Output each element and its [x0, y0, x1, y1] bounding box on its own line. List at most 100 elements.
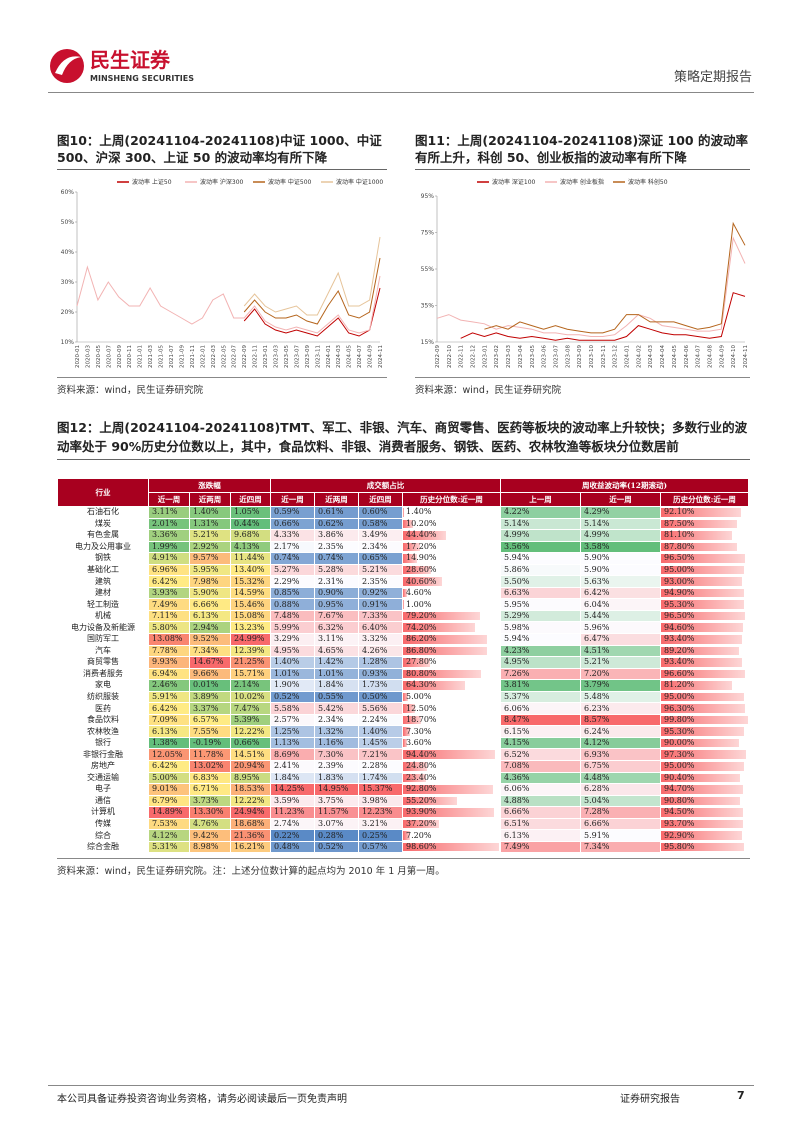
cell-text: 87.50%: [664, 518, 695, 528]
value-cell: 6.42%: [148, 702, 190, 715]
cell-text: 0.66%: [274, 518, 300, 528]
data-bar: [403, 738, 407, 748]
x-tick-label: 2021-09: [179, 345, 185, 368]
table-row: 农林牧渔 6.13% 7.55% 12.22% 1.25% 1.32% 1.40% 7.30%…: [57, 725, 750, 738]
cell-text: 5.94%: [504, 634, 530, 644]
value-cell: 0.60%: [358, 506, 404, 519]
value-cell: 7.53%: [148, 817, 190, 831]
cell-text: 3.32%: [362, 634, 388, 644]
cell-text: 96.50%: [664, 611, 695, 621]
cell-text: 55.20%: [406, 795, 437, 805]
industry-cell: 煤炭: [57, 517, 149, 531]
value-cell: 87.80%: [660, 540, 750, 554]
cell-text: 3.21%: [362, 819, 388, 829]
cell-text: 8.95%: [234, 772, 260, 782]
industry-cell: 建材: [57, 586, 149, 600]
cell-text: 4.88%: [504, 795, 530, 805]
figure-title: 图10：上周(20241104-20241108)中证 1000、中证 500、…: [57, 132, 387, 170]
cell-text: 94.50%: [664, 807, 695, 817]
cell-text: 12.50%: [406, 703, 437, 713]
cell-text: 12.05%: [152, 749, 183, 759]
value-cell: 7.49%: [500, 840, 582, 854]
cell-text: 4.29%: [584, 507, 610, 517]
value-cell: 90.00%: [660, 736, 750, 750]
value-cell: 1.42%: [314, 656, 360, 669]
value-cell: 5.90%: [580, 552, 662, 565]
x-tick-label: 2023-11: [601, 345, 607, 368]
x-tick-label: 2024-03: [336, 345, 342, 368]
cell-text: 1.01%: [318, 668, 344, 678]
cell-text: 7.20%: [584, 668, 610, 678]
cell-text: 0.58%: [362, 518, 388, 528]
value-cell: 6.66%: [189, 598, 231, 611]
value-cell: 15.37%: [358, 783, 404, 796]
value-cell: 2.01%: [148, 517, 190, 531]
cell-text: 5.58%: [274, 703, 300, 713]
value-cell: 5.96%: [580, 621, 662, 634]
cell-text: 5.37%: [504, 692, 530, 702]
value-cell: 96.50%: [660, 609, 750, 623]
source: 资料来源：wind，民生证券研究院: [415, 377, 750, 396]
value-cell: 86.80%: [402, 644, 502, 658]
value-cell: 3.60%: [402, 736, 502, 750]
value-cell: 37.20%: [402, 817, 502, 831]
legend-label: 波动率 中证1000: [336, 178, 383, 186]
value-cell: 28.60%: [402, 563, 502, 577]
x-tick-label: 2023-01: [482, 345, 488, 368]
value-cell: 6.71%: [189, 783, 231, 796]
cell-text: 3.37%: [193, 703, 219, 713]
industry-cell: 食品饮料: [57, 713, 149, 727]
value-cell: 3.49%: [358, 529, 404, 542]
cell-text: 8.57%: [584, 715, 610, 725]
value-cell: 86.20%: [402, 633, 502, 646]
series-line: [436, 236, 746, 337]
cell-text: 9.93%: [152, 657, 178, 667]
legend-label: 波动率 沪深300: [200, 178, 244, 186]
value-cell: 5.29%: [500, 609, 582, 623]
cell-text: 6.42%: [152, 703, 178, 713]
cell-text: 6.47%: [584, 634, 610, 644]
cell-text: 7.21%: [362, 749, 388, 759]
value-cell: 2.31%: [314, 575, 360, 588]
cell-text: 7.11%: [152, 611, 178, 621]
value-cell: 17.20%: [402, 540, 502, 554]
table-row: 钢铁 4.91% 9.57% 11.44% 0.74% 0.74% 0.65% 14.90% 5…: [57, 552, 750, 565]
value-cell: 11.57%: [314, 806, 360, 819]
value-cell: 1.01%: [314, 667, 360, 681]
cell-text: 6.23%: [584, 703, 610, 713]
data-bar: [661, 692, 744, 702]
data-bar: [661, 819, 743, 829]
x-tick-label: 2024-11: [743, 345, 749, 368]
column-header: 历史分位数:近一周: [402, 492, 502, 507]
data-bar: [661, 773, 740, 783]
column-header: 历史分位数:近一周: [660, 492, 750, 507]
cell-text: 15.46%: [234, 599, 265, 609]
value-cell: 96.30%: [660, 702, 750, 715]
cell-text: 90.40%: [664, 772, 695, 782]
column-header: 近两周: [189, 492, 231, 507]
data-bar: [661, 727, 744, 736]
value-cell: 4.12%: [148, 829, 190, 842]
cell-text: 0.85%: [274, 588, 300, 598]
value-cell: 7.47%: [229, 702, 272, 715]
cell-text: 3.75%: [318, 795, 344, 805]
value-cell: 13.08%: [148, 633, 190, 646]
x-tick-label: 2023-11: [315, 345, 321, 368]
value-cell: 0.52%: [270, 690, 316, 704]
x-tick-label: 2024-03: [648, 345, 654, 368]
value-cell: 5.98%: [500, 621, 582, 634]
brand-en: MINSHENG SECURITIES: [90, 74, 194, 83]
value-cell: 0.22%: [270, 829, 316, 842]
x-tick-label: 2021-05: [159, 345, 165, 368]
cell-text: 2.28%: [362, 761, 388, 771]
x-tick-label: 2023-04: [518, 345, 524, 368]
value-cell: 0.61%: [314, 506, 360, 519]
cell-text: 2.17%: [274, 541, 300, 551]
data-bar: [661, 669, 746, 679]
cell-text: 6.94%: [152, 668, 178, 678]
cell-text: 3.07%: [318, 819, 344, 829]
value-cell: 2.34%: [314, 713, 360, 727]
value-cell: 12.22%: [229, 725, 272, 738]
value-cell: 7.28%: [580, 806, 662, 819]
cell-text: 11.44%: [234, 553, 265, 563]
